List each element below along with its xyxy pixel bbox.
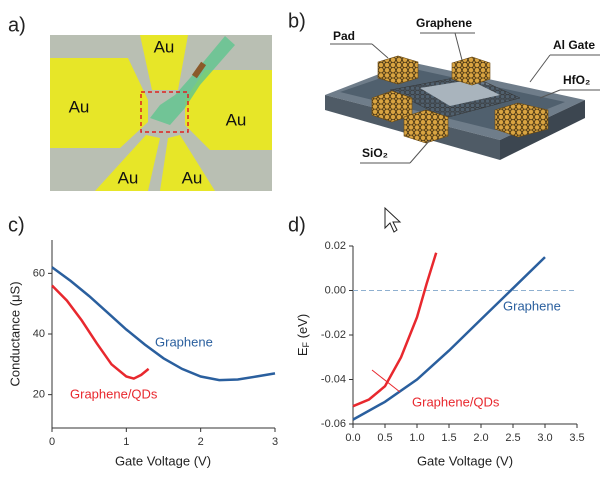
au-label: Au — [154, 37, 175, 56]
diagram-label: SiO₂ — [362, 146, 388, 160]
y-axis-title: Conductance (μS) — [7, 281, 22, 386]
device-diagram: Pad Graphene Al Gate HfO₂ SiO₂ — [325, 16, 600, 164]
x-tick-label: 3.0 — [537, 432, 552, 444]
y-tick-label: -0.02 — [321, 329, 346, 341]
y-tick-label: 20 — [33, 389, 45, 401]
au-label: Au — [182, 168, 203, 187]
leader-line — [371, 369, 401, 393]
diagram-label: HfO₂ — [563, 73, 590, 87]
y-tick-label: 0.02 — [325, 240, 346, 252]
diagram-label: Al Gate — [553, 38, 595, 52]
series-label: Graphene — [155, 334, 213, 349]
panel-label: d) — [288, 214, 306, 236]
panel-label: b) — [288, 10, 306, 32]
y-title-unit: (eV) — [295, 314, 310, 342]
au-label: Au — [118, 168, 139, 187]
y-tick-label: 40 — [33, 328, 45, 340]
series-label: Graphene/QDs — [70, 386, 158, 401]
y-axis-title: EF (eV) — [295, 314, 311, 356]
x-axis-title: Gate Voltage (V) — [417, 453, 513, 468]
y-tick-label: 60 — [33, 267, 45, 279]
data-line — [352, 252, 438, 408]
series-label: Graphene — [503, 298, 561, 313]
panel-label: c) — [8, 214, 25, 236]
x-tick-label: 3 — [272, 436, 278, 448]
x-tick-label: 1.5 — [441, 432, 456, 444]
x-tick-label: 0.0 — [345, 432, 360, 444]
series-label: Graphene/QDs — [412, 394, 500, 409]
y-title-main: E — [295, 347, 310, 356]
x-tick-label: 2.0 — [473, 432, 488, 444]
y-tick-label: -0.04 — [321, 373, 346, 385]
x-axis-title: Gate Voltage (V) — [115, 453, 211, 468]
x-tick-label: 0 — [49, 436, 55, 448]
diagram-label: Graphene — [416, 16, 472, 30]
micrograph: Au Au Au Au Au — [50, 35, 272, 191]
y-tick-label: -0.06 — [321, 418, 346, 430]
y-tick-label: 0.00 — [325, 284, 346, 296]
x-tick-label: 0.5 — [377, 432, 392, 444]
x-tick-label: 2.5 — [505, 432, 520, 444]
x-tick-label: 1 — [123, 436, 129, 448]
diagram-label: Pad — [333, 29, 355, 43]
x-tick-label: 1.0 — [409, 432, 424, 444]
panel-label: a) — [8, 14, 26, 36]
data-line — [51, 266, 276, 382]
data-line — [352, 256, 546, 421]
y-title-sub: F — [301, 342, 311, 348]
data-line — [51, 284, 150, 380]
x-tick-label: 3.5 — [569, 432, 584, 444]
x-tick-label: 2 — [198, 436, 204, 448]
cursor — [384, 206, 402, 233]
au-label: Au — [226, 110, 247, 129]
au-label: Au — [69, 97, 90, 116]
